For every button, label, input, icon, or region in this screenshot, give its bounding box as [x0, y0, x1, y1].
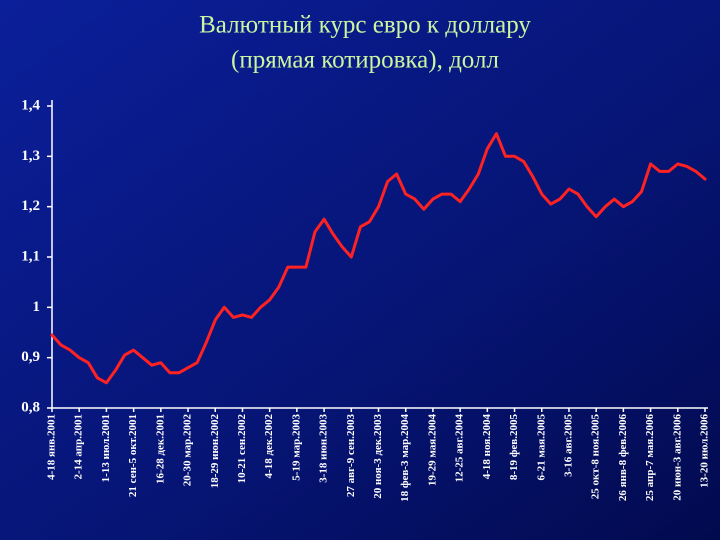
x-tick-label: 27 авг-9 сен.2003	[345, 414, 357, 498]
chart-title: (прямая котировка), долл	[231, 47, 499, 74]
x-tick-label: 8-19 фев.2005	[508, 414, 520, 481]
y-tick-label: 1	[33, 299, 41, 315]
x-tick-label: 3-16 авг.2005	[562, 414, 574, 477]
x-tick-label: 4-18 янв.2001	[46, 414, 58, 480]
x-tick-label: 20 ноя-3 дек.2003	[372, 414, 384, 499]
x-tick-label: 26 янв-8 фев.2006	[617, 414, 629, 502]
x-tick-label: 12-25 авг.2004	[454, 414, 466, 483]
x-tick-label: 18 фев-3 мар.2004	[399, 414, 411, 502]
y-tick-label: 1,4	[21, 97, 40, 113]
x-tick-label: 16-28 дек.2001	[154, 414, 166, 484]
x-tick-label: 20-30 мар.2002	[182, 414, 194, 487]
x-tick-label: 4-18 ноя.2004	[481, 414, 493, 480]
chart-title: Валютный курс евро к доллару	[199, 12, 531, 39]
x-tick-label: 1-13 июл.2001	[100, 414, 112, 482]
line-series	[50, 132, 707, 385]
y-tick-label: 0,9	[21, 349, 40, 365]
x-tick-label: 19-29 мая.2004	[426, 414, 438, 487]
x-tick-label: 3-18 июн.2003	[318, 414, 330, 483]
y-tick-label: 0,8	[21, 399, 40, 415]
x-tick-label: 4-18 дек.2002	[263, 414, 275, 479]
x-tick-label: 18-29 июн.2002	[209, 414, 221, 489]
x-tick-label: 2-14 апр.2001	[73, 414, 85, 479]
x-tick-label: 6-21 мая.2005	[535, 414, 547, 481]
y-tick-label: 1,3	[21, 148, 40, 164]
x-tick-label: 13-20 июл.2006	[699, 414, 711, 488]
x-tick-label: 5-19 мар.2003	[290, 414, 302, 481]
x-tick-label: 10-21 сен.2002	[236, 414, 248, 484]
y-tick-label: 1,2	[21, 198, 40, 214]
x-tick-label: 21 сен-5 окт.2001	[127, 414, 139, 497]
x-tick-label: 25 апр-7 мая.2006	[644, 414, 656, 502]
x-tick-label: 20 июн-3 авг.2006	[671, 414, 683, 501]
x-tick-label: 25 окт-8 ноя.2005	[590, 414, 602, 500]
y-tick-label: 1,1	[21, 248, 40, 264]
